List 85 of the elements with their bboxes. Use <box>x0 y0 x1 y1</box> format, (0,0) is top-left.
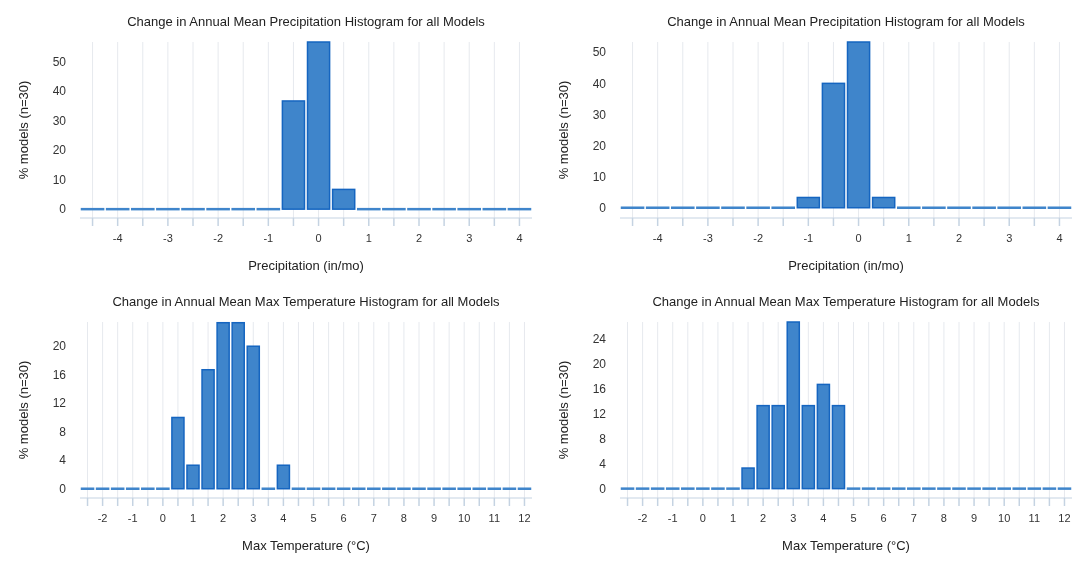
y-tick-label: 0 <box>599 200 607 215</box>
y-tick-label: 30 <box>592 107 607 122</box>
x-tick-label: -1 <box>263 232 274 244</box>
x-axis-title: Precipitation (in/mo) <box>248 258 364 273</box>
x-tick-label: 4 <box>516 232 523 244</box>
x-tick-label: 11 <box>1028 512 1041 524</box>
x-tick-label: 10 <box>458 512 471 524</box>
x-tick-label: 0 <box>159 512 166 524</box>
x-tick-label: 1 <box>365 232 372 244</box>
y-tick-label: 50 <box>592 45 607 60</box>
x-tick-label: 9 <box>971 512 978 524</box>
x-tick-label: 1 <box>189 512 197 524</box>
x-tick-label: 0 <box>699 512 706 524</box>
y-tick-label: 0 <box>599 481 607 496</box>
y-tick-label: 8 <box>59 424 67 439</box>
y-axis-title: % models (n=30) <box>16 360 31 460</box>
y-axis-title: % models (n=30) <box>556 80 571 180</box>
x-tick-label: 3 <box>250 512 257 524</box>
y-tick-label: 20 <box>592 138 607 153</box>
x-tick-label: -1 <box>127 512 138 524</box>
y-tick-label: 20 <box>52 339 67 354</box>
y-tick-label: 16 <box>592 381 607 396</box>
x-tick-label: 0 <box>315 232 322 244</box>
x-tick-label: 4 <box>820 512 827 524</box>
x-tick-label: 2 <box>415 232 423 244</box>
chart-title: Change in Annual Mean Max Temperature Histogram for all Models <box>652 294 1041 309</box>
x-tick-label: 0 <box>855 232 862 244</box>
y-tick-label: 8 <box>599 431 607 446</box>
x-tick-label: 9 <box>431 512 438 524</box>
x-tick-label: -3 <box>703 232 713 244</box>
x-tick-label: 12 <box>518 512 531 524</box>
y-tick-label: 40 <box>592 76 607 91</box>
x-tick-label: -4 <box>112 232 123 244</box>
x-axis-title: Max Temperature (°C) <box>242 538 370 553</box>
y-axis-title: % models (n=30) <box>556 360 571 460</box>
x-tick-label: -4 <box>652 232 663 244</box>
x-tick-label: 5 <box>310 512 317 524</box>
x-tick-label: -1 <box>803 232 814 244</box>
y-tick-label: 50 <box>52 54 67 69</box>
y-tick-label: 10 <box>592 169 607 184</box>
y-tick-label: 20 <box>592 357 607 372</box>
y-tick-label: 24 <box>592 332 607 347</box>
x-tick-label: 6 <box>880 512 887 524</box>
x-axis-title: Precipitation (in/mo) <box>788 258 904 273</box>
y-tick-label: 0 <box>59 202 67 217</box>
y-tick-label: 12 <box>52 396 67 411</box>
x-axis-title: Max Temperature (°C) <box>782 538 910 553</box>
y-tick-label: 16 <box>52 367 67 382</box>
x-tick-label: -2 <box>97 512 108 524</box>
x-tick-label: 8 <box>400 512 407 524</box>
y-tick-label: 4 <box>599 456 607 471</box>
x-tick-label: 3 <box>790 512 797 524</box>
y-tick-label: 30 <box>52 113 67 128</box>
x-tick-label: 2 <box>220 512 227 524</box>
x-tick-label: 7 <box>370 512 377 524</box>
x-tick-label: 4 <box>1056 232 1063 244</box>
y-axis-title: % models (n=30) <box>16 80 31 180</box>
x-tick-label: 7 <box>910 512 917 524</box>
x-tick-label: 12 <box>1058 512 1071 524</box>
x-tick-label: -3 <box>163 232 173 244</box>
x-tick-label: 1 <box>729 512 737 524</box>
y-tick-label: 10 <box>52 172 67 187</box>
x-tick-label: -2 <box>637 512 648 524</box>
x-tick-label: 6 <box>340 512 347 524</box>
x-tick-label: 10 <box>998 512 1011 524</box>
chart-title: Change in Annual Mean Precipitation Histogram for all Models <box>127 14 486 29</box>
chart-title: Change in Annual Mean Precipitation Histogram for all Models <box>667 14 1026 29</box>
x-tick-label: 2 <box>955 232 963 244</box>
y-tick-label: 0 <box>59 481 67 496</box>
y-tick-label: 12 <box>592 406 607 421</box>
y-tick-label: 20 <box>52 143 67 158</box>
x-tick-label: 1 <box>905 232 912 244</box>
x-tick-label: 11 <box>488 512 501 524</box>
x-tick-label: 8 <box>940 512 947 524</box>
chart-title: Change in Annual Mean Max Temperature Histogram for all Models <box>112 294 501 309</box>
x-tick-label: 2 <box>760 512 767 524</box>
x-tick-label: -2 <box>753 232 763 244</box>
x-tick-label: 3 <box>1006 232 1013 244</box>
y-tick-label: 40 <box>52 84 67 99</box>
x-tick-label: 5 <box>850 512 857 524</box>
y-tick-label: 4 <box>59 453 67 468</box>
x-tick-label: 3 <box>466 232 473 244</box>
x-tick-label: -1 <box>667 512 678 524</box>
x-tick-label: -2 <box>213 232 223 244</box>
x-tick-label: 4 <box>280 512 287 524</box>
